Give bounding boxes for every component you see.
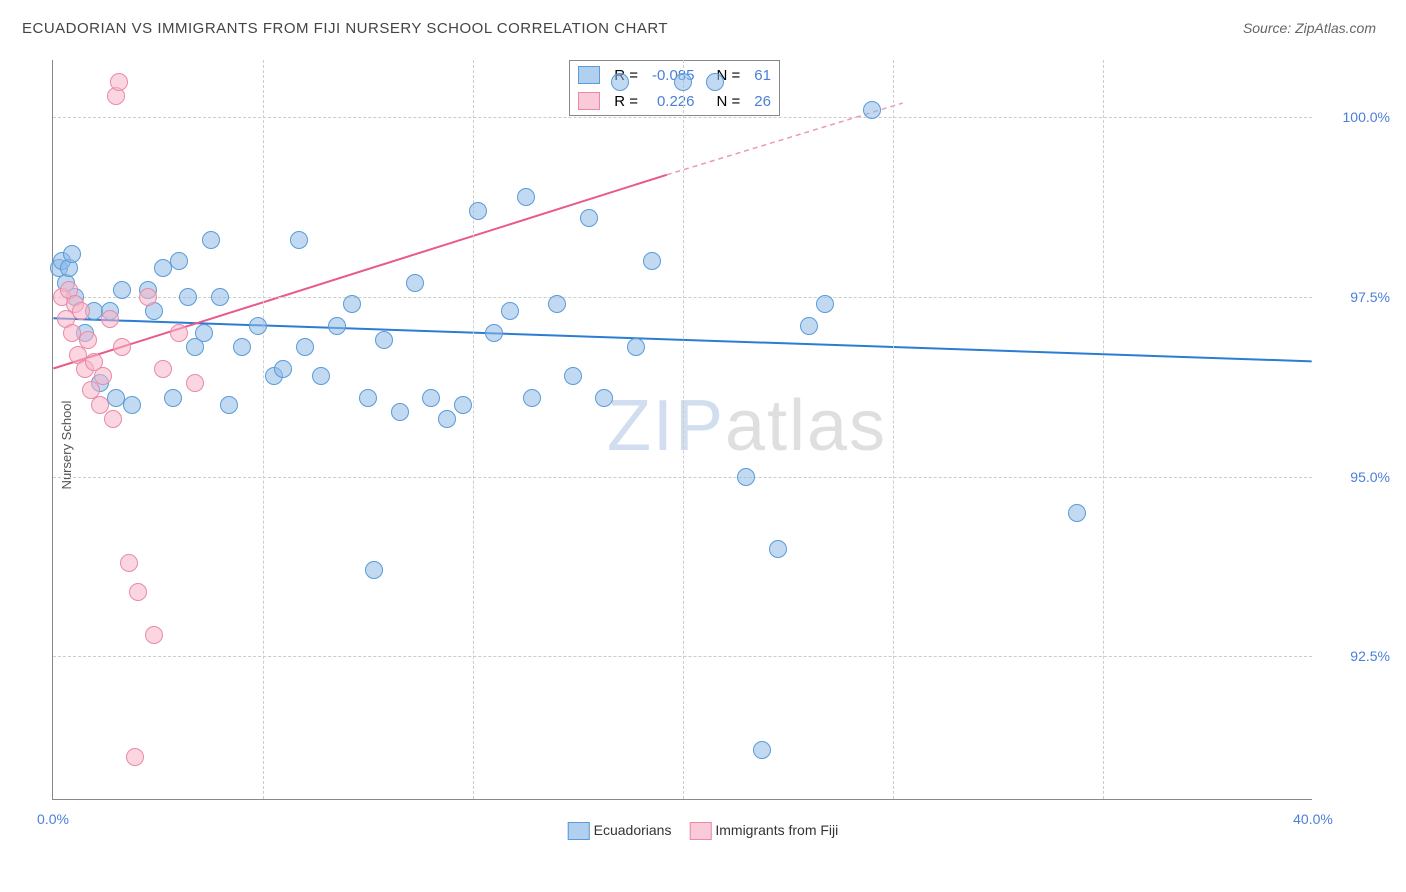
data-point-ecuadorians (422, 389, 440, 407)
data-point-ecuadorians (580, 209, 598, 227)
data-point-fiji (126, 748, 144, 766)
legend-label: Immigrants from Fiji (715, 822, 838, 838)
x-tick-label: 40.0% (1293, 811, 1333, 827)
data-point-fiji (101, 310, 119, 328)
data-point-fiji (110, 73, 128, 91)
data-point-ecuadorians (296, 338, 314, 356)
stat-n-value: 61 (748, 63, 777, 87)
stats-legend: R =-0.085N =61R =0.226N =26 (569, 60, 780, 116)
data-point-ecuadorians (202, 231, 220, 249)
data-point-ecuadorians (674, 73, 692, 91)
y-tick-label: 100.0% (1343, 109, 1390, 125)
data-point-ecuadorians (737, 468, 755, 486)
gridline-v (1103, 60, 1104, 799)
data-point-ecuadorians (643, 252, 661, 270)
bottom-legend: Ecuadorians Immigrants from Fiji (568, 822, 839, 840)
legend-swatch (578, 66, 600, 84)
data-point-ecuadorians (195, 324, 213, 342)
legend-item: Ecuadorians (568, 822, 672, 840)
data-point-ecuadorians (753, 741, 771, 759)
legend-swatch (568, 822, 590, 840)
data-point-fiji (145, 626, 163, 644)
chart-title: ECUADORIAN VS IMMIGRANTS FROM FIJI NURSE… (22, 20, 668, 37)
chart-container: Nursery School R =-0.085N =61R =0.226N =… (22, 50, 1384, 840)
gridline-v (263, 60, 264, 799)
legend-swatch (689, 822, 711, 840)
data-point-ecuadorians (220, 396, 238, 414)
gridline-v (473, 60, 474, 799)
data-point-ecuadorians (328, 317, 346, 335)
data-point-ecuadorians (523, 389, 541, 407)
stat-n-label: N = (703, 89, 747, 113)
gridline-v (683, 60, 684, 799)
data-point-ecuadorians (375, 331, 393, 349)
trend-line (53, 175, 666, 369)
data-point-ecuadorians (564, 367, 582, 385)
data-point-ecuadorians (627, 338, 645, 356)
stat-r-value: 0.226 (646, 89, 701, 113)
data-point-ecuadorians (164, 389, 182, 407)
data-point-ecuadorians (123, 396, 141, 414)
gridline-v (893, 60, 894, 799)
data-point-ecuadorians (359, 389, 377, 407)
data-point-fiji (139, 288, 157, 306)
data-point-ecuadorians (548, 295, 566, 313)
data-point-ecuadorians (501, 302, 519, 320)
data-point-fiji (94, 367, 112, 385)
data-point-ecuadorians (343, 295, 361, 313)
data-point-ecuadorians (290, 231, 308, 249)
data-point-ecuadorians (365, 561, 383, 579)
data-point-ecuadorians (517, 188, 535, 206)
data-point-ecuadorians (454, 396, 472, 414)
data-point-ecuadorians (800, 317, 818, 335)
data-point-fiji (104, 410, 122, 428)
legend-label: Ecuadorians (594, 822, 672, 838)
data-point-fiji (186, 374, 204, 392)
data-point-ecuadorians (63, 245, 81, 263)
data-point-ecuadorians (816, 295, 834, 313)
data-point-ecuadorians (769, 540, 787, 558)
legend-item: Immigrants from Fiji (689, 822, 838, 840)
data-point-ecuadorians (113, 281, 131, 299)
data-point-fiji (120, 554, 138, 572)
legend-swatch (578, 92, 600, 110)
data-point-fiji (129, 583, 147, 601)
data-point-ecuadorians (595, 389, 613, 407)
data-point-ecuadorians (391, 403, 409, 421)
data-point-fiji (113, 338, 131, 356)
stat-r-label: R = (608, 89, 644, 113)
data-point-ecuadorians (274, 360, 292, 378)
data-point-ecuadorians (469, 202, 487, 220)
y-tick-label: 92.5% (1350, 648, 1390, 664)
data-point-fiji (72, 302, 90, 320)
data-point-fiji (79, 331, 97, 349)
y-tick-label: 95.0% (1350, 469, 1390, 485)
data-point-ecuadorians (233, 338, 251, 356)
data-point-ecuadorians (211, 288, 229, 306)
data-point-ecuadorians (706, 73, 724, 91)
data-point-ecuadorians (438, 410, 456, 428)
data-point-ecuadorians (611, 73, 629, 91)
data-point-ecuadorians (406, 274, 424, 292)
data-point-ecuadorians (249, 317, 267, 335)
data-point-ecuadorians (863, 101, 881, 119)
data-point-ecuadorians (179, 288, 197, 306)
x-tick-label: 0.0% (37, 811, 69, 827)
y-tick-label: 97.5% (1350, 289, 1390, 305)
stat-n-value: 26 (748, 89, 777, 113)
data-point-ecuadorians (312, 367, 330, 385)
data-point-fiji (170, 324, 188, 342)
data-point-ecuadorians (485, 324, 503, 342)
source-label: Source: ZipAtlas.com (1243, 20, 1376, 36)
data-point-fiji (154, 360, 172, 378)
data-point-ecuadorians (1068, 504, 1086, 522)
plot-area: R =-0.085N =61R =0.226N =26 ZIPatlas 92.… (52, 60, 1312, 800)
data-point-ecuadorians (170, 252, 188, 270)
